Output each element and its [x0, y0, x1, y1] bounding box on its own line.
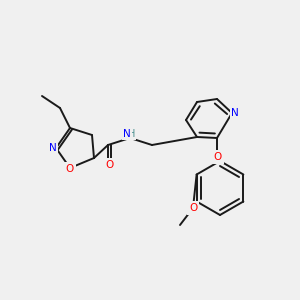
Text: O: O [214, 152, 222, 162]
Text: H: H [128, 129, 136, 139]
Text: N: N [123, 129, 131, 139]
Text: N: N [231, 108, 239, 118]
Text: O: O [189, 203, 197, 213]
Text: O: O [106, 160, 114, 170]
Text: O: O [66, 164, 74, 174]
Text: N: N [49, 143, 57, 153]
